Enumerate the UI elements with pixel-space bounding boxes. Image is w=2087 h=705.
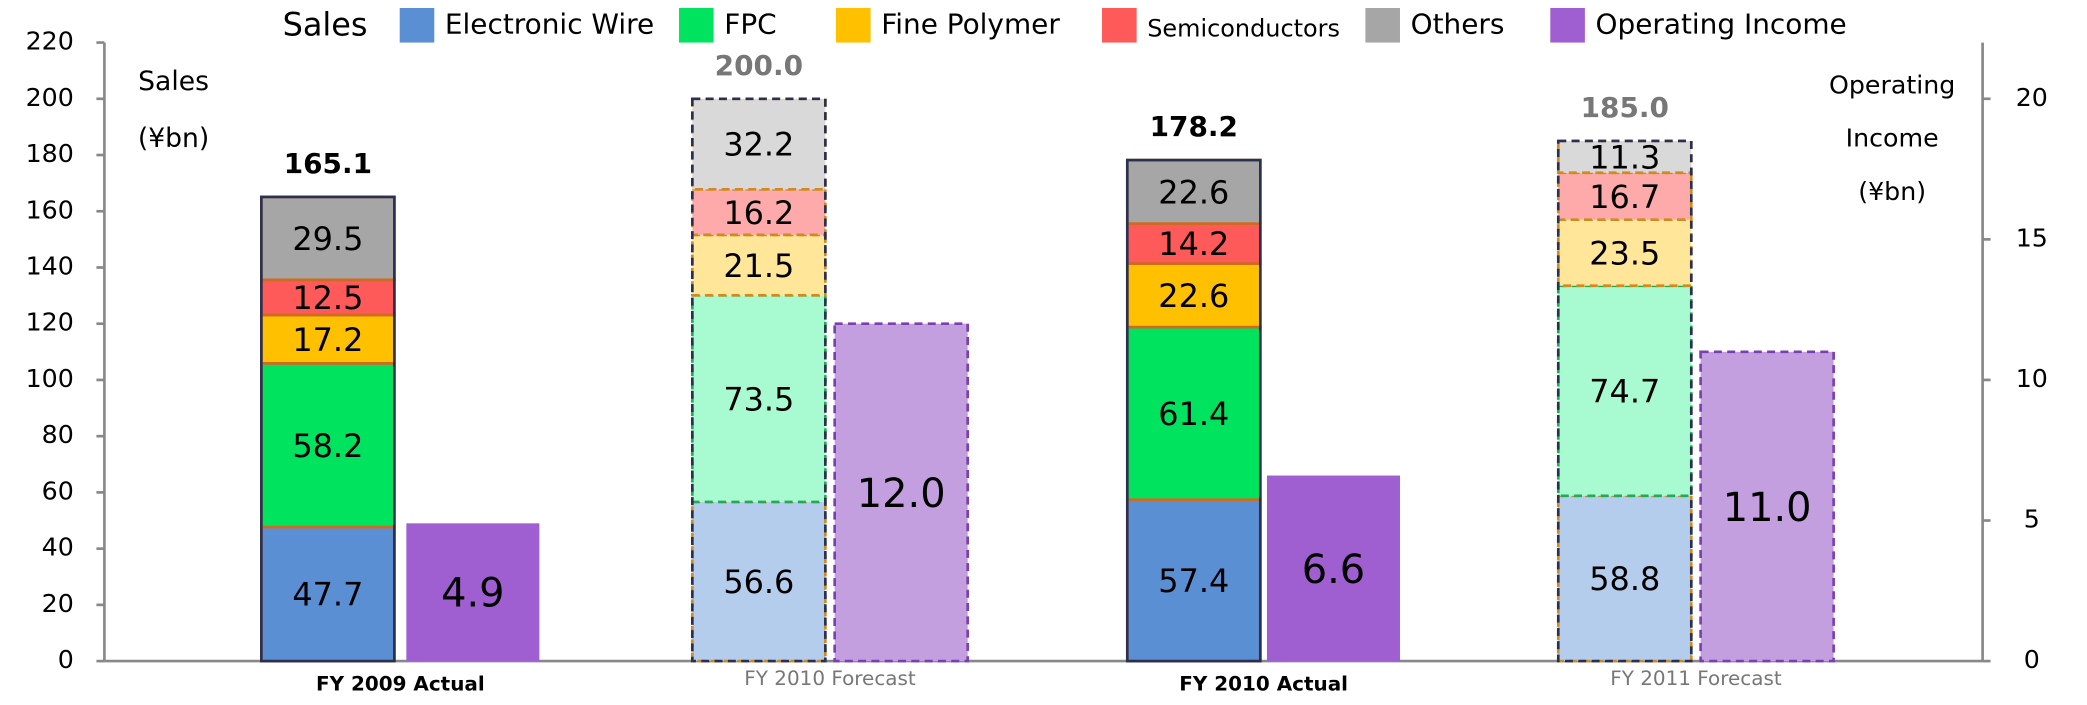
y-axis-label: (¥bn) — [138, 123, 209, 154]
y-axis-label: Sales — [138, 66, 209, 97]
bar-value-label: 6.6 — [1302, 547, 1365, 593]
y-tick-label: 180 — [26, 139, 74, 168]
legend-label: Electronic Wire — [445, 7, 654, 40]
operating-income-bar — [406, 523, 540, 662]
segment-label: 14.2 — [1158, 225, 1229, 263]
sales-bar-outline — [691, 97, 827, 663]
total-label: 165.1 — [284, 147, 372, 180]
sales-segment — [1125, 262, 1262, 329]
segment-label: 17.2 — [292, 321, 363, 359]
operating-income-bar — [1699, 350, 1835, 663]
y2-tick-label: 0 — [2024, 645, 2040, 674]
legend-swatch — [679, 7, 714, 43]
legend-label: Fine Polymer — [881, 7, 1060, 40]
y-tick-label: 160 — [26, 195, 74, 224]
segment-label: 47.7 — [292, 576, 363, 614]
y-tick-label: 40 — [42, 533, 74, 562]
sales-segment — [1125, 325, 1262, 502]
sales-segment — [260, 362, 396, 529]
segment-label: 21.5 — [723, 247, 794, 285]
segment-label: 16.2 — [723, 194, 794, 232]
segment-label: 58.8 — [1589, 560, 1660, 598]
total-label: 178.2 — [1150, 110, 1238, 143]
segment-label: 22.6 — [1158, 277, 1229, 315]
y2-tick-label: 10 — [2016, 364, 2048, 393]
y2-tick-label: 20 — [2016, 83, 2048, 112]
legend-label: FPC — [724, 7, 776, 40]
sales-segment — [1556, 284, 1693, 498]
segment-label: 22.6 — [1158, 174, 1229, 212]
segment-label: 32.2 — [723, 126, 794, 164]
segment-label: 73.5 — [723, 380, 794, 418]
y-tick-label: 20 — [42, 589, 74, 618]
bar-value-label: 12.0 — [857, 471, 946, 517]
bar-value-label: 4.9 — [441, 571, 504, 617]
total-label: 200.0 — [715, 49, 803, 82]
x-tick-label: FY 2010 Forecast — [744, 666, 916, 690]
legend-label: Semiconductors — [1147, 14, 1340, 42]
legend-title: Sales — [283, 6, 368, 44]
legend-swatch — [1102, 7, 1137, 43]
segment-label: 29.5 — [292, 220, 363, 258]
y2-axis-label: (¥bn) — [1858, 177, 1926, 206]
segment-label: 74.7 — [1589, 372, 1660, 410]
x-tick-label: FY 2009 Actual — [316, 672, 485, 696]
legend-label: Operating Income — [1596, 7, 1847, 40]
segment-label: 23.5 — [1589, 234, 1660, 272]
sales-bar-outline — [1125, 158, 1262, 663]
y2-axis-label: Income — [1846, 124, 1939, 153]
sales-bar-outline — [260, 195, 396, 663]
y-tick-label: 100 — [26, 364, 74, 393]
y-tick-label: 200 — [26, 83, 74, 112]
x-tick-label: FY 2011 Forecast — [1610, 666, 1782, 690]
sales-bar-outline — [1556, 139, 1693, 663]
segment-label: 12.5 — [292, 279, 363, 317]
y-tick-label: 60 — [42, 476, 74, 505]
segment-label: 58.2 — [292, 427, 363, 465]
operating-income-bar — [1266, 475, 1400, 662]
operating-income-bar — [833, 322, 970, 663]
legend-swatch — [399, 7, 435, 43]
y-tick-label: 220 — [26, 27, 74, 56]
bar-value-label: 11.0 — [1723, 485, 1812, 531]
y-tick-label: 140 — [26, 251, 74, 280]
segment-label: 56.6 — [723, 563, 794, 601]
y-tick-label: 80 — [42, 420, 74, 449]
legend-swatch — [835, 7, 871, 43]
y2-tick-label: 15 — [2016, 223, 2048, 252]
sales-segment — [1556, 171, 1693, 222]
y2-axis-label: Operating — [1829, 70, 1955, 99]
total-label: 185.0 — [1581, 91, 1669, 124]
legend-swatch — [1365, 7, 1400, 43]
sales-segment — [691, 293, 827, 504]
segment-label: 11.3 — [1589, 139, 1660, 177]
segment-label: 16.7 — [1589, 178, 1660, 216]
x-tick-label: FY 2010 Actual — [1179, 672, 1348, 696]
y2-tick-label: 5 — [2024, 505, 2040, 534]
segment-label: 61.4 — [1158, 395, 1229, 433]
segment-label: 57.4 — [1158, 562, 1229, 600]
sales-segment — [1556, 218, 1693, 288]
y-tick-label: 0 — [58, 645, 74, 674]
sales-segment — [260, 313, 396, 365]
legend-swatch — [1550, 7, 1585, 43]
legend-label: Others — [1411, 7, 1505, 40]
y-tick-label: 120 — [26, 308, 74, 337]
